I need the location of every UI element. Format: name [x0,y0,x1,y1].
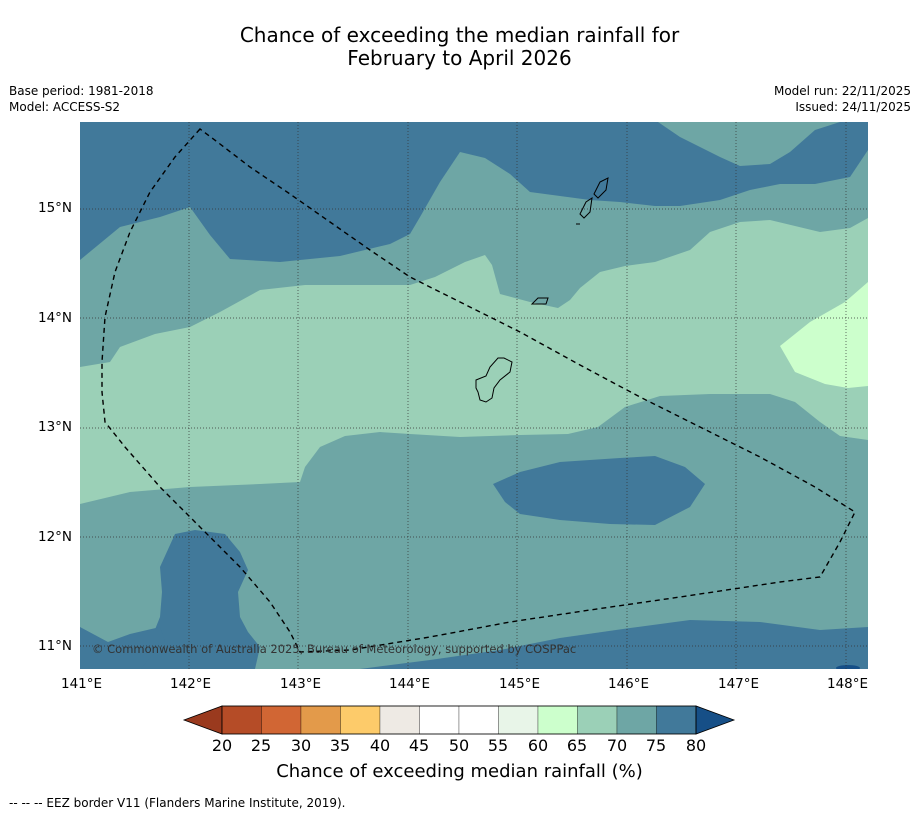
colorbar-box-20-25 [221,705,262,735]
colorbar-box-35-40 [340,705,381,735]
contour-75-80-north [80,122,868,262]
contour-65-70-central [80,218,868,504]
colorbar-over-arrow [695,705,736,735]
colorbar [182,705,736,735]
island-saipan [593,177,609,199]
colorbar-under-arrow [182,705,223,735]
eez-legend: -- -- -- EEZ border V11 (Flanders Marine… [9,796,346,810]
colorbar-title: Chance of exceeding median rainfall (%) [276,761,643,782]
colorbar-label-45: 45 [408,736,430,755]
lon-label-145: 145°E [499,676,541,692]
colorbar-box-30-35 [300,705,341,735]
colorbar-label-20: 20 [211,736,233,755]
island-rota [530,297,549,305]
colorbar-box-45-50 [419,705,460,735]
lat-label-11: 11°N [38,638,73,654]
colorbar-label-60: 60 [527,736,549,755]
colorbar-label-75: 75 [645,736,667,755]
lat-label-14: 14°N [38,310,73,326]
lon-label-148: 148°E [827,676,869,692]
colorbar-box-70-75 [616,705,657,735]
contour-75-80-central-blob [493,456,705,525]
contour-75-80-southwest-blob [140,530,260,669]
lon-label-144: 144°E [389,676,431,692]
colorbar-label-50: 50 [448,736,470,755]
contour-75-80-southeast [360,620,868,669]
colorbar-box-50-55 [458,705,499,735]
colorbar-label-70: 70 [606,736,628,755]
issued-date: Issued: 24/11/2025 [795,100,911,114]
base-period: Base period: 1981-2018 [9,84,154,98]
colorbar-box-60-65 [537,705,578,735]
colorbar-label-35: 35 [329,736,351,755]
colorbar-label-55: 55 [487,736,509,755]
lon-label-147: 147°E [718,676,760,692]
colorbar-box-65-70 [577,705,618,735]
islands [475,177,609,403]
copyright-text: © Commonwealth of Australia 2025, Bureau… [92,642,576,656]
lon-label-142: 142°E [170,676,212,692]
lon-label-143: 143°E [280,676,322,692]
colorbar-label-40: 40 [369,736,391,755]
colorbar-box-55-60 [498,705,539,735]
rainfall-map: © Commonwealth of Australia 2025, Bureau… [80,122,868,669]
graticule [80,122,868,669]
lon-label-141: 141°E [61,676,103,692]
island-tinian [579,196,593,219]
lat-label-15: 15°N [38,200,73,216]
island-guam [475,357,513,403]
chart-title-line2: February to April 2026 [347,46,572,70]
colorbar-label-30: 30 [290,736,312,755]
model-run: Model run: 22/11/2025 [773,84,911,98]
contour-above-80-spot [836,665,860,669]
model-name: Model: ACCESS-S2 [9,100,121,114]
colorbar-label-65: 65 [566,736,588,755]
lat-label-13: 13°N [38,419,73,435]
lat-label-12: 12°N [38,529,73,545]
colorbar-label-25: 25 [250,736,272,755]
colorbar-box-25-30 [261,705,302,735]
colorbar-box-40-45 [379,705,420,735]
chart-title-line1: Chance of exceeding the median rainfall … [239,23,680,47]
colorbar-label-80: 80 [685,736,707,755]
lon-label-146: 146°E [608,676,650,692]
colorbar-box-75-80 [656,705,697,735]
contour-75-80-south [80,627,165,669]
